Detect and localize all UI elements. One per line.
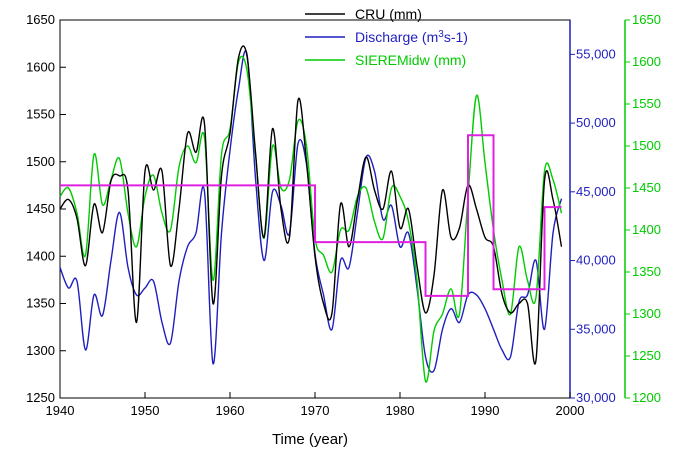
right2-tick-label: 1200 [632, 390, 661, 405]
legend-label-0: CRU (mm) [355, 6, 422, 22]
x-axis-ticks: 1940 1950 1960 1970 1980 1990 2000 [46, 392, 585, 418]
x-tick-label: 1940 [46, 403, 75, 418]
x-tick-label: 1970 [301, 403, 330, 418]
right2-axis-ticks: 1200 1250 1300 1350 1400 1450 1500 1550 1600 1650 [625, 12, 661, 405]
series-layer [59, 45, 563, 383]
right2-tick-label: 1450 [632, 180, 661, 195]
left-tick-label: 1350 [26, 296, 55, 311]
left-tick-label: 1650 [26, 12, 55, 27]
left-tick-label: 1450 [26, 201, 55, 216]
right1-tick-label: 35,000 [576, 321, 616, 336]
left-tick-label: 1250 [26, 390, 55, 405]
legend: CRU (mm) Discharge (m3s-1) SIEREMidw (mm) [305, 6, 468, 68]
right2-tick-label: 1500 [632, 138, 661, 153]
left-tick-label: 1300 [26, 343, 55, 358]
right2-tick-label: 1650 [632, 12, 661, 27]
right1-tick-label: 40,000 [576, 253, 616, 268]
right2-tick-label: 1550 [632, 96, 661, 111]
right2-tick-label: 1300 [632, 306, 661, 321]
right1-tick-label: 55,000 [576, 46, 616, 61]
x-tick-label: 1960 [216, 403, 245, 418]
x-tick-label: 1990 [471, 403, 500, 418]
series-line-0 [59, 45, 563, 365]
right2-tick-label: 1350 [632, 264, 661, 279]
right2-tick-label: 1600 [632, 54, 661, 69]
left-tick-label: 1600 [26, 59, 55, 74]
series-line-2 [59, 55, 563, 383]
right1-tick-label: 50,000 [576, 115, 616, 130]
x-axis-label: Time (year) [272, 431, 348, 448]
x-tick-label: 1980 [386, 403, 415, 418]
left-tick-label: 1550 [26, 107, 55, 122]
x-tick-label: 1950 [131, 403, 160, 418]
series-line-1 [59, 50, 563, 373]
legend-label-2: SIEREMidw (mm) [355, 52, 466, 68]
right2-tick-label: 1250 [632, 348, 661, 363]
legend-label-1: Discharge (m3s-1) [355, 29, 468, 45]
left-tick-label: 1400 [26, 248, 55, 263]
right1-tick-label: 30,000 [576, 390, 616, 405]
x-tick-label: 2000 [556, 403, 585, 418]
right1-tick-label: 45,000 [576, 184, 616, 199]
right1-axis-ticks: 30,000 35,000 40,000 45,000 50,000 55,000 [570, 46, 616, 405]
left-tick-label: 1500 [26, 154, 55, 169]
right2-tick-label: 1400 [632, 222, 661, 237]
left-axis-ticks: 1250 1300 1350 1400 1450 1500 1550 1600 1650 [26, 12, 66, 405]
series-line-3 [60, 134, 562, 297]
